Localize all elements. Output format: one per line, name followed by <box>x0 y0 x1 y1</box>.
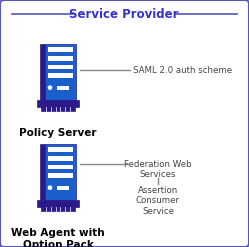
Bar <box>41 207 74 211</box>
Bar <box>48 147 73 152</box>
Circle shape <box>48 186 52 189</box>
Bar <box>41 107 74 111</box>
Bar <box>48 56 73 61</box>
Bar <box>40 44 45 100</box>
Bar <box>57 186 69 190</box>
Bar <box>37 100 79 107</box>
Bar <box>48 165 73 169</box>
Text: Web Agent with
Option Pack: Web Agent with Option Pack <box>11 228 105 247</box>
Bar <box>48 73 73 78</box>
Bar <box>45 144 76 200</box>
Circle shape <box>48 86 52 89</box>
Text: Service Provider: Service Provider <box>69 7 179 21</box>
Text: SAML 2.0 auth scheme: SAML 2.0 auth scheme <box>133 65 232 75</box>
Bar <box>40 144 45 200</box>
Bar <box>48 47 73 52</box>
Text: Policy Server: Policy Server <box>19 128 97 138</box>
Bar <box>37 200 79 207</box>
Text: Assertion
Consumer
Service: Assertion Consumer Service <box>136 186 180 216</box>
Bar <box>48 173 73 178</box>
Bar <box>48 156 73 161</box>
Bar <box>57 86 69 90</box>
Bar <box>48 65 73 69</box>
Bar <box>45 44 76 100</box>
Text: Federation Web
Services: Federation Web Services <box>124 160 192 179</box>
